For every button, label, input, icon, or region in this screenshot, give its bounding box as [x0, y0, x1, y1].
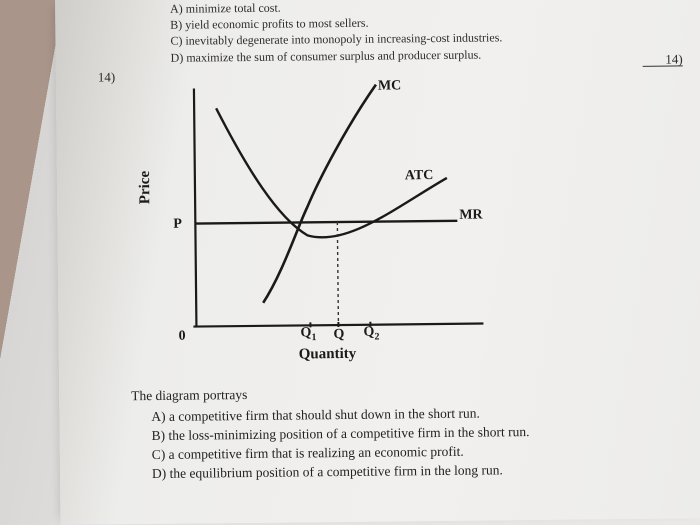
question-number-left: 14): [98, 69, 116, 85]
cost-curves-graph: Price Quantity MC ATC MR 0 P Q1 Q Q2: [146, 75, 509, 369]
y-axis-line: [194, 89, 196, 327]
q1-base: Q: [300, 326, 311, 341]
exam-paper: A) minimize total cost. B) yield economi…: [55, 0, 700, 525]
mr-curve: [195, 221, 457, 224]
q2-tick-label: Q2: [363, 325, 379, 343]
dashed-q-line: [337, 222, 338, 322]
graph-svg: [146, 75, 509, 369]
p-label: P: [173, 217, 182, 233]
q-tick-label: Q: [333, 327, 344, 343]
mc-curve: [261, 85, 378, 303]
atc-label: ATC: [405, 168, 434, 184]
question-prompt: The diagram portrays A) a competitive fi…: [131, 382, 672, 484]
origin-label: 0: [178, 329, 185, 345]
q2-base: Q: [363, 325, 374, 340]
q2-sub: 2: [374, 332, 379, 343]
previous-question-options: A) minimize total cost. B) yield economi…: [170, 0, 503, 66]
q1-sub: 1: [311, 332, 316, 343]
q1-tick-label: Q1: [300, 325, 316, 343]
mr-label: MR: [459, 208, 482, 224]
prev-option-d: D) maximize the sum of consumer surplus …: [171, 46, 503, 66]
x-axis-label: Quantity: [299, 346, 357, 364]
mc-label: MC: [378, 78, 401, 94]
y-axis-label: Price: [137, 171, 154, 204]
